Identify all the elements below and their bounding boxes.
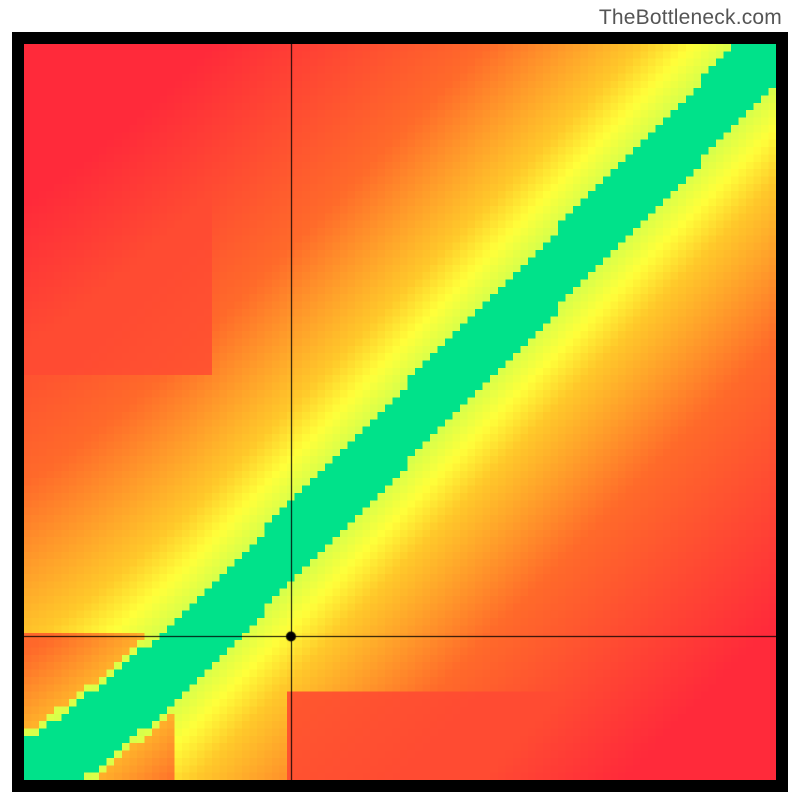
crosshair-overlay [24, 44, 776, 780]
chart-container: TheBottleneck.com [0, 0, 800, 800]
watermark-text: TheBottleneck.com [599, 6, 782, 30]
